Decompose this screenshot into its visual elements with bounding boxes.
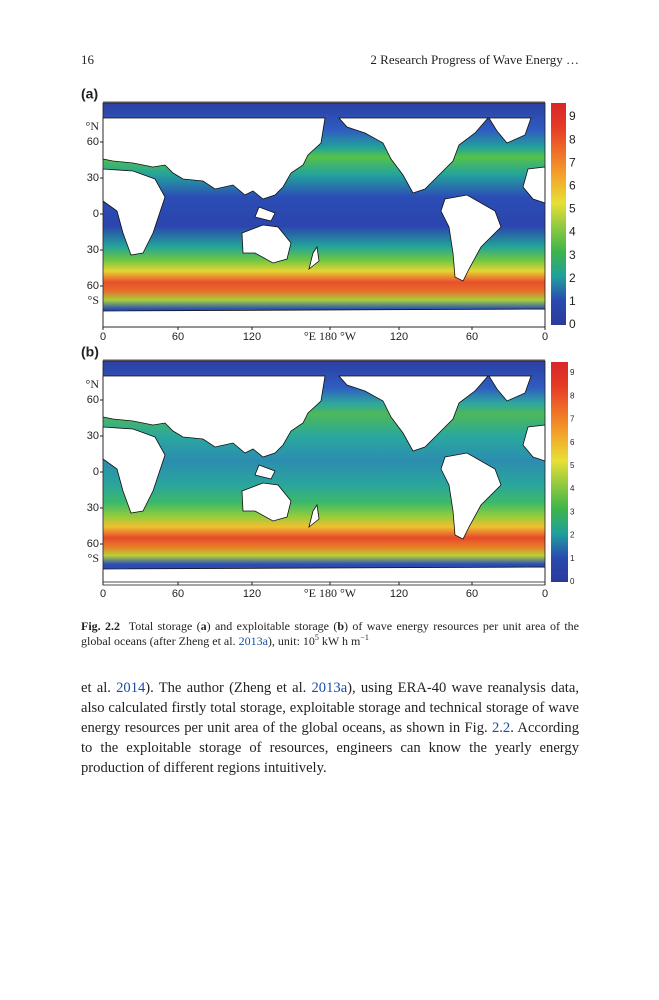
colorbar-label: 5 bbox=[569, 202, 576, 216]
superscript: 5 bbox=[314, 633, 319, 642]
citation-link[interactable]: 2014 bbox=[116, 680, 146, 696]
lon-label: 120 bbox=[390, 588, 408, 600]
citation-link[interactable]: 2013a bbox=[311, 680, 348, 696]
lon-label: 60 bbox=[466, 331, 478, 343]
colorbar-label: 1 bbox=[570, 554, 575, 563]
map-b bbox=[102, 360, 546, 586]
panel-label: (b) bbox=[81, 344, 99, 360]
caption-text: ) of wave energy resources per unit area… bbox=[81, 619, 579, 648]
colorbar-label: 0 bbox=[570, 577, 575, 586]
lat-label: 60 bbox=[87, 538, 99, 550]
lat-label: 60 bbox=[87, 394, 99, 406]
lon-label: 120 bbox=[243, 331, 261, 343]
colorbar-label: 2 bbox=[570, 531, 575, 540]
colorbar-label: 5 bbox=[570, 461, 575, 470]
lon-label: 60 bbox=[172, 331, 184, 343]
colorbar-label: 4 bbox=[569, 225, 576, 239]
lon-label: 0 bbox=[542, 331, 548, 343]
lat-label: 0 bbox=[93, 208, 99, 220]
lon-label: 0 bbox=[542, 588, 548, 600]
colorbar-label: 9 bbox=[569, 109, 576, 123]
panel-label: (a) bbox=[81, 86, 98, 102]
caption-text: ) and exploitable storage ( bbox=[206, 619, 338, 633]
lon-label: °E 180 °W bbox=[304, 329, 357, 343]
running-title: 2 Research Progress of Wave Energy … bbox=[370, 52, 579, 67]
lon-label: 120 bbox=[243, 588, 261, 600]
lat-label: °N bbox=[86, 377, 100, 391]
lat-label: 30 bbox=[87, 244, 99, 256]
lat-label: 0 bbox=[93, 466, 99, 478]
colorbar-label: 0 bbox=[569, 317, 576, 331]
page-number: 16 bbox=[81, 52, 94, 67]
colorbar-label: 6 bbox=[569, 179, 576, 193]
lat-label: 30 bbox=[87, 172, 99, 184]
colorbar bbox=[551, 103, 566, 325]
caption-text: kW h m bbox=[318, 634, 361, 648]
figure-caption: Fig. 2.2 Total storage (a) and exploitab… bbox=[81, 619, 579, 649]
lat-label: °N bbox=[86, 119, 100, 133]
lat-label: 60 bbox=[87, 280, 99, 292]
figure-link[interactable]: 2.2 bbox=[491, 720, 511, 736]
colorbar-label: 3 bbox=[569, 248, 576, 262]
caption-text: ), unit: 10 bbox=[267, 634, 315, 648]
body-paragraph: et al. 2014). The author (Zheng et al. 2… bbox=[81, 678, 579, 778]
lon-label: 60 bbox=[172, 588, 184, 600]
caption-text: Total storage ( bbox=[128, 619, 201, 633]
colorbar-label: 9 bbox=[570, 368, 575, 377]
lon-label: 0 bbox=[100, 588, 106, 600]
lat-label: °S bbox=[88, 293, 99, 307]
lat-label: 60 bbox=[87, 136, 99, 148]
colorbar-label: 6 bbox=[570, 438, 575, 447]
colorbar-label: 4 bbox=[570, 484, 575, 493]
lat-label: °S bbox=[88, 551, 99, 565]
lon-label: 60 bbox=[466, 588, 478, 600]
colorbar-label: 1 bbox=[569, 294, 576, 308]
caption-text: b bbox=[337, 619, 345, 633]
lon-label: 120 bbox=[390, 331, 408, 343]
colorbar-label: 8 bbox=[570, 391, 575, 400]
colorbar-label: 7 bbox=[570, 415, 575, 424]
lon-label: °E 180 °W bbox=[304, 586, 357, 600]
caption-label: Fig. 2.2 bbox=[81, 619, 121, 633]
body-text: et al. bbox=[81, 680, 117, 696]
colorbar-label: 7 bbox=[569, 155, 576, 169]
body-text: ). The author (Zheng et al. bbox=[145, 680, 312, 696]
lon-label: 0 bbox=[100, 331, 106, 343]
map-a bbox=[102, 102, 546, 328]
body-text: . According to the exploitable storage o… bbox=[81, 720, 580, 776]
colorbar-label: 2 bbox=[569, 271, 576, 285]
citation-link[interactable]: 2013a bbox=[238, 634, 268, 648]
lat-label: 30 bbox=[87, 430, 99, 442]
superscript: −1 bbox=[360, 633, 369, 642]
body-text: ), using ERA-40 wave reanalysis data, al… bbox=[81, 680, 579, 736]
colorbar bbox=[551, 362, 568, 582]
caption-text: a bbox=[200, 619, 207, 633]
lat-label: 30 bbox=[87, 502, 99, 514]
colorbar-label: 3 bbox=[570, 507, 575, 516]
colorbar-label: 8 bbox=[569, 132, 576, 146]
